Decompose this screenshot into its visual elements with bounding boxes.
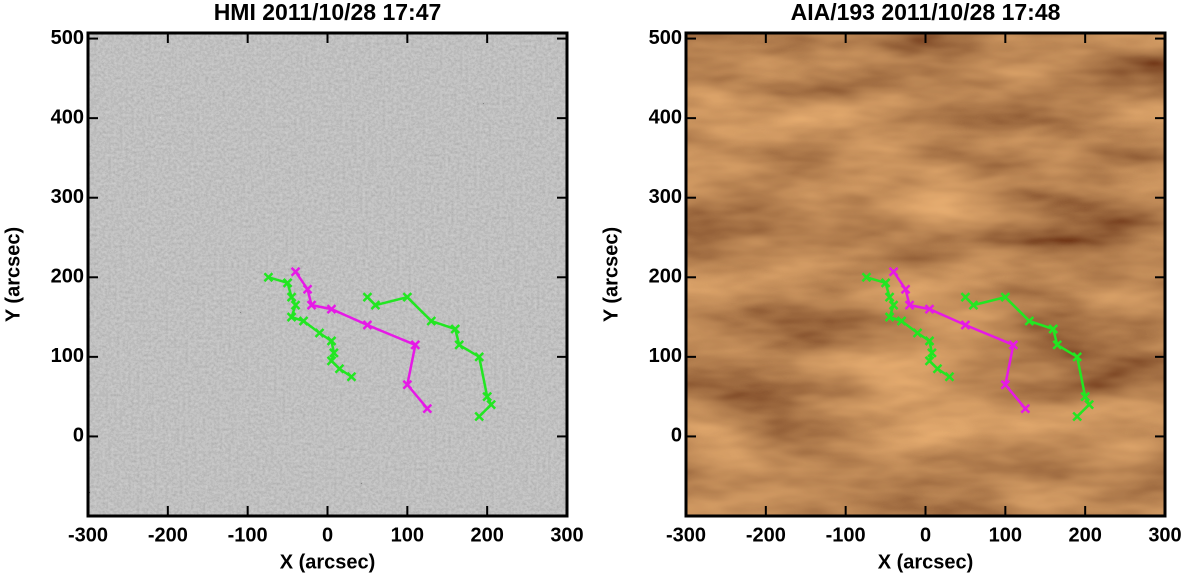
track-point: [362, 320, 373, 330]
track-point: [362, 292, 373, 303]
x-tick-label: 0: [322, 524, 333, 546]
track-point: [1000, 292, 1011, 303]
track-point: [1020, 403, 1031, 414]
euv-image: [686, 33, 1165, 516]
track-point: [370, 300, 381, 311]
track-point: [290, 300, 301, 311]
x-tick-label: -300: [666, 524, 706, 546]
x-tick-label: 200: [470, 524, 503, 546]
x-tick-label: -200: [746, 524, 786, 546]
x-tick-label: 300: [1148, 524, 1181, 546]
track-point: [306, 300, 317, 311]
track-point: [1008, 340, 1019, 350]
y-tick-label: 0: [73, 425, 84, 447]
track-point: [454, 340, 465, 350]
track-point: [474, 351, 485, 362]
x-tick-label: 100: [989, 524, 1022, 546]
track-point: [1024, 316, 1035, 326]
track-point: [314, 328, 325, 338]
track-point: [1052, 340, 1063, 350]
track-point: [924, 304, 935, 314]
track-line: [294, 271, 429, 410]
track-point: [286, 312, 297, 322]
x-tick-label: 100: [391, 524, 424, 546]
track-point: [346, 371, 357, 382]
track-point: [900, 284, 911, 295]
x-axis-label: X (arcsec): [280, 551, 376, 573]
track-line: [964, 295, 1091, 418]
track-point: [282, 277, 293, 288]
track-point: [888, 300, 899, 311]
x-tick-label: -300: [68, 524, 108, 546]
track-point: [486, 399, 497, 410]
track-point: [1072, 351, 1083, 362]
track-point: [960, 292, 971, 303]
track-point: [426, 316, 437, 326]
y-tick-label: 400: [51, 106, 84, 128]
track-line: [892, 271, 1027, 410]
track-point: [861, 272, 872, 283]
track-point: [326, 336, 337, 346]
track-point: [402, 379, 413, 390]
track-point: [286, 292, 297, 303]
x-tick-label: -100: [228, 524, 268, 546]
track-point: [927, 347, 937, 358]
track-point: [960, 320, 971, 330]
y-tick-label: 100: [649, 345, 682, 367]
y-tick-label: 100: [51, 345, 84, 367]
track-point: [263, 272, 274, 283]
track-point: [329, 347, 339, 358]
track-point: [896, 316, 907, 326]
magnetogram-image: [88, 33, 567, 516]
track-point: [1080, 391, 1091, 402]
track-point: [904, 300, 915, 311]
track-point: [326, 304, 337, 314]
track-point: [402, 292, 413, 303]
track-point: [880, 277, 891, 288]
track-point: [422, 403, 433, 414]
track-point: [932, 363, 943, 374]
x-tick-label: 0: [920, 524, 931, 546]
track-point: [924, 355, 935, 366]
track-point: [1084, 399, 1095, 410]
y-axis-label: Y (arcsec): [2, 227, 24, 322]
track-point: [1072, 411, 1083, 422]
track-point: [1000, 379, 1011, 390]
y-tick-label: 200: [649, 266, 682, 288]
y-tick-label: 300: [649, 186, 682, 208]
track-point: [334, 363, 345, 374]
y-tick-label: 200: [51, 266, 84, 288]
track-point: [944, 371, 955, 382]
y-tick-label: 0: [671, 425, 682, 447]
y-axis-label: Y (arcsec): [600, 227, 622, 322]
track-point: [1048, 324, 1059, 334]
track-line: [366, 295, 493, 418]
x-axis-label: X (arcsec): [878, 551, 974, 573]
track-point: [888, 266, 899, 277]
x-tick-label: -200: [148, 524, 188, 546]
track-point: [450, 324, 461, 334]
panel-title: AIA/193 2011/10/28 17:48: [791, 0, 1061, 25]
track-point: [884, 312, 895, 322]
track-point: [326, 355, 337, 366]
y-tick-label: 500: [51, 27, 84, 49]
y-tick-label: 300: [51, 186, 84, 208]
track-point: [482, 391, 493, 402]
track-point: [410, 340, 421, 350]
track-point: [298, 316, 309, 326]
panel-title: HMI 2011/10/28 17:47: [214, 0, 442, 25]
x-tick-label: 300: [550, 524, 583, 546]
y-tick-label: 500: [649, 27, 682, 49]
track-point: [924, 336, 935, 346]
track-point: [912, 328, 923, 338]
track-point: [474, 411, 485, 422]
y-tick-label: 400: [649, 106, 682, 128]
track-point: [968, 300, 979, 311]
track-point: [884, 292, 895, 303]
x-tick-label: -100: [826, 524, 866, 546]
x-tick-label: 200: [1068, 524, 1101, 546]
track-point: [302, 284, 313, 295]
track-point: [290, 266, 301, 277]
